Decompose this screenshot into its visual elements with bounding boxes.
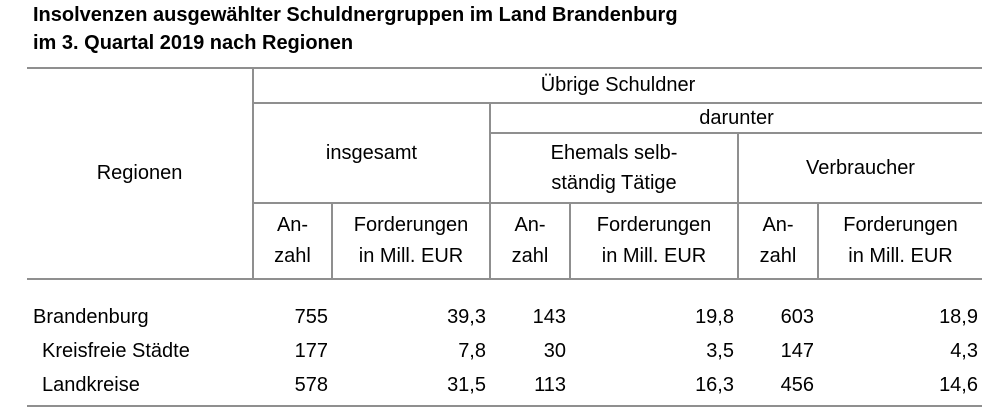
header-anzahl-line-2: zahl [759,245,797,267]
header-anzahl-verbraucher: An- zahl [738,203,819,280]
cell-anzahl-verbraucher: 456 [780,373,814,396]
header-regionen: Regionen [27,68,254,280]
table-body: Brandenburg 755 39,3 143 19,8 603 18,9 K… [27,279,982,406]
header-forderungen-line-2: in Mill. EUR [601,245,707,267]
table-row-brandenburg: Brandenburg 755 39,3 143 19,8 603 18,9 [27,300,982,334]
header-anzahl-insgesamt: An- zahl [253,203,333,280]
header-anzahl-line-1: An- [514,214,546,236]
cell-forderungen-verbraucher: 4,3 [950,339,978,362]
header-uebrige-schuldner: Übrige Schuldner [253,68,982,104]
header-anzahl-line-2: zahl [274,245,311,267]
header-anzahl-line-1: An- [276,214,309,236]
cell-forderungen-ehemals: 16,3 [695,373,734,396]
header-ehemals-line-2: ständig Tätige [551,172,677,194]
region-label: Kreisfreie Städte [42,339,190,362]
header-ehemals-line-1: Ehemals selb- [550,142,678,164]
insolvency-table: Regionen Übrige Schuldner insgesamt daru… [27,67,982,407]
cell-forderungen-verbraucher: 14,6 [939,373,978,396]
cell-anzahl-insgesamt: 578 [294,373,328,396]
cell-forderungen-insgesamt: 31,5 [447,373,486,396]
region-label: Landkreise [42,373,140,396]
document-title: Insolvenzen ausgewählter Schuldnergruppe… [33,1,678,57]
header-anzahl-line-1: An- [762,214,794,236]
header-insgesamt: insgesamt [253,103,491,204]
cell-anzahl-insgesamt: 755 [294,305,328,328]
spacer-row [27,402,982,406]
header-anzahl-ehemals: An- zahl [490,203,571,280]
spacer-cell [27,279,982,300]
cell-forderungen-ehemals: 19,8 [695,305,734,328]
header-ehemals-selbstaendig-taetige: Ehemals selb- ständig Tätige [490,133,739,204]
header-forderungen-line-2: in Mill. EUR [358,245,464,267]
header-forderungen-line-1: Forderungen [353,214,469,236]
header-anzahl-line-2: zahl [511,245,549,267]
header-forderungen-insgesamt: Forderungen in Mill. EUR [332,203,491,280]
cell-forderungen-insgesamt: 7,8 [458,339,486,362]
cell-forderungen-ehemals: 3,5 [706,339,734,362]
title-line-1: Insolvenzen ausgewählter Schuldnergruppe… [33,4,678,26]
cell-forderungen-insgesamt: 39,3 [447,305,486,328]
table-row-landkreise: Landkreise 578 31,5 113 16,3 456 14,6 [27,368,982,402]
cell-forderungen-verbraucher: 18,9 [939,305,978,328]
cell-anzahl-verbraucher: 603 [780,305,814,328]
spacer-cell [27,402,982,406]
title-line-2: im 3. Quartal 2019 nach Regionen [33,32,354,54]
cell-anzahl-ehemals: 143 [532,305,566,328]
table-header: Regionen Übrige Schuldner insgesamt daru… [27,68,982,280]
header-forderungen-line-1: Forderungen [596,214,712,236]
table-row-kreisfreie-staedte: Kreisfreie Städte 177 7,8 30 3,5 147 4,3 [27,334,982,368]
header-forderungen-ehemals: Forderungen in Mill. EUR [570,203,739,280]
header-forderungen-line-1: Forderungen [843,214,958,236]
header-verbraucher: Verbraucher [738,133,982,204]
cell-anzahl-verbraucher: 147 [780,339,814,362]
header-darunter: darunter [490,103,982,134]
spacer-row [27,279,982,300]
cell-anzahl-insgesamt: 177 [294,339,328,362]
table-container: Regionen Übrige Schuldner insgesamt daru… [27,67,982,407]
region-label: Brandenburg [33,305,149,328]
cell-anzahl-ehemals: 113 [534,373,566,396]
cell-anzahl-ehemals: 30 [543,339,566,362]
header-forderungen-line-2: in Mill. EUR [848,245,953,267]
header-forderungen-verbraucher: Forderungen in Mill. EUR [818,203,982,280]
